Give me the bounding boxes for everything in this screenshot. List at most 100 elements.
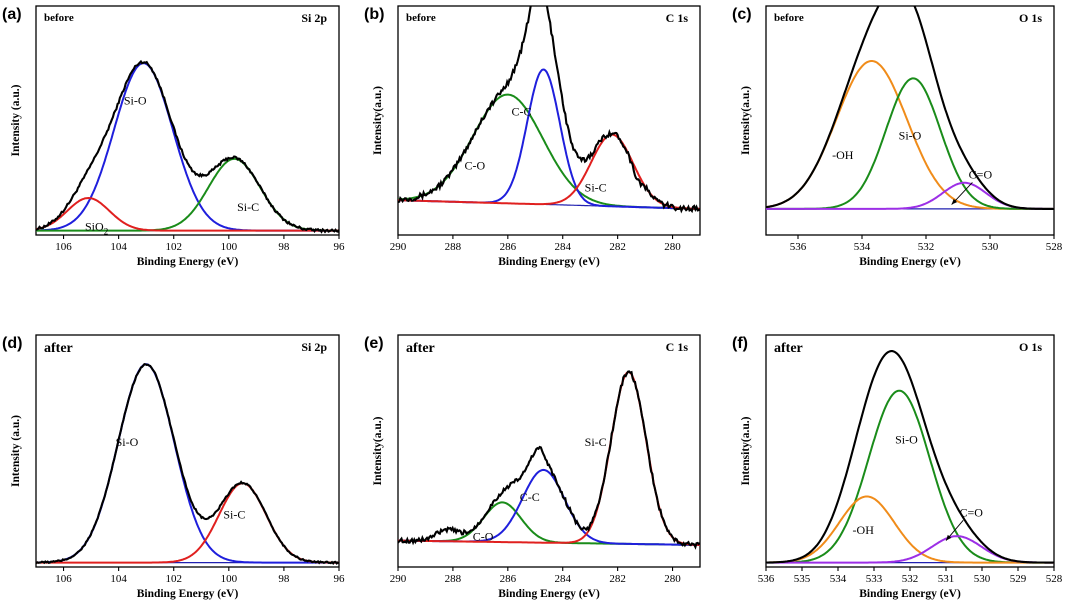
panel-label: (a): [2, 6, 22, 23]
region-label: O 1s: [1019, 340, 1042, 354]
x-tick-label: 280: [664, 573, 681, 585]
peak-label-si-c: Si-C: [585, 435, 607, 449]
peak-label-si-c: Si-C: [237, 200, 259, 214]
panel-a: 106 104 102 100 98 96 Binding Energy (eV) Inten…: [2, 5, 346, 268]
y-axis-label: Intensity(a.u.): [372, 86, 384, 155]
x-tick-label: 286: [500, 241, 517, 253]
x-tick-label: 284: [554, 573, 571, 585]
region-label: C 1s: [666, 11, 689, 25]
peak-label-text: -OH: [832, 148, 854, 162]
x-tick-label: 284: [554, 241, 571, 253]
x-tick-label: 106: [55, 241, 72, 253]
curves: [36, 59, 339, 234]
x-axis-label: Binding Energy (eV): [498, 256, 600, 268]
region-label: Si 2p: [301, 340, 327, 354]
x-tick-label: 288: [445, 573, 462, 585]
peak-label-si-o: Si-O: [895, 433, 918, 447]
peak-label-si-o: Si-O: [124, 93, 147, 107]
peak-label-text: SiO: [85, 220, 104, 234]
x-tick-label: 282: [609, 241, 626, 253]
panel-label: (f): [732, 335, 748, 352]
x-tick-label: 534: [854, 241, 871, 253]
peak-label-c-o: C-O: [465, 159, 486, 173]
peak-label-text: C=O: [969, 167, 993, 181]
x-tick-label: 288: [445, 241, 462, 253]
plot-frame: [765, 5, 1055, 236]
peak-label-si-o: Si-O: [899, 128, 922, 142]
x-tick-label: 534: [830, 573, 847, 585]
peak-label-sio2: SiO2: [85, 220, 108, 237]
x-tick-label: 528: [1046, 573, 1063, 585]
y-axis-label: Intensity(a.u.): [740, 86, 752, 155]
component-line-c-c: [398, 68, 700, 210]
x-tick-label: 533: [866, 573, 883, 585]
component-line-c-c: [398, 468, 700, 546]
peak-label-text: Si-C: [223, 508, 245, 522]
curves: [36, 363, 339, 566]
peak-label--oh: -OH: [832, 148, 854, 162]
component-line-si-c: [398, 371, 700, 546]
peak-label-text: Si-C: [585, 435, 607, 449]
x-tick-label: 535: [794, 573, 811, 585]
arrow-head-icon: [951, 198, 958, 205]
x-tick-label: 104: [110, 573, 127, 585]
condition-label: after: [44, 341, 73, 356]
peak-label-c-o: C=O: [969, 167, 993, 181]
x-tick-label: 96: [334, 241, 346, 253]
peak-label-text: C-C: [520, 490, 540, 504]
panel-label: (c): [732, 6, 752, 23]
condition-label: before: [406, 12, 436, 24]
x-tick-label: 532: [902, 573, 919, 585]
condition-label: before: [44, 12, 74, 24]
component-line-c-o: [398, 501, 700, 546]
panel-c: 536 534 532 530 528 Binding Energy (eV) Intens…: [732, 5, 1063, 268]
y-axis-label: Intensity (a.u.): [10, 84, 22, 156]
peak-label-si-c: Si-C: [223, 508, 245, 522]
panel-d: 106 104 102 100 98 96 Binding Energy (eV) Inten…: [2, 334, 346, 600]
x-tick-label: 532: [918, 241, 935, 253]
x-tick-label: 530: [974, 573, 991, 585]
x-axis-label: Binding Energy (eV): [498, 588, 600, 600]
region-label: C 1s: [666, 340, 689, 354]
x-tick-label: 96: [334, 573, 346, 585]
peak-label-text: Si-O: [124, 93, 147, 107]
x-tick-label: 536: [790, 241, 807, 253]
x-tick-label: 531: [938, 573, 955, 585]
peak-label-text: C-C: [512, 104, 532, 118]
envelope-line: [398, 6, 700, 214]
condition-label: after: [774, 341, 803, 356]
x-tick-label: 529: [1010, 573, 1027, 585]
component-line-c-o: [766, 535, 1054, 564]
x-tick-label: 282: [609, 573, 626, 585]
panel-f: 536 535 534 533 532 531 530 529 528 Binding Energ…: [732, 334, 1063, 600]
panel-b: 290 288 286 284 282 280 Binding Energy (eV) Int…: [364, 5, 701, 268]
curves: [398, 370, 700, 550]
peak-label-c-c: C-C: [512, 104, 532, 118]
peak-label-text: Si-C: [237, 200, 259, 214]
peak-label-text: C-O: [473, 530, 494, 544]
envelope-line: [766, 350, 1054, 564]
peak-label-text: -OH: [853, 523, 875, 537]
x-tick-label: 98: [278, 241, 290, 253]
x-tick-label: 280: [664, 241, 681, 253]
x-tick-label: 100: [221, 573, 238, 585]
region-label: O 1s: [1019, 11, 1042, 25]
plot-frame: [35, 334, 340, 568]
arrow-head-icon: [946, 534, 952, 541]
envelope-line: [36, 59, 339, 234]
envelope-line: [766, 6, 1054, 210]
plot-frame: [397, 5, 701, 236]
plot-frame: [397, 334, 701, 568]
peak-label-text: C=O: [959, 505, 983, 519]
component-line-si-o: [36, 363, 339, 564]
x-axis-label: Binding Energy (eV): [859, 256, 961, 268]
peak-label-c-o: C-O: [473, 530, 494, 544]
x-tick-label: 98: [278, 573, 290, 585]
peak-label-text: C-O: [465, 159, 486, 173]
curves: [766, 350, 1054, 564]
panel-label: (b): [364, 6, 384, 23]
component-line-si-o: [766, 77, 1054, 210]
x-tick-label: 536: [758, 573, 775, 585]
x-axis-label: Binding Energy (eV): [137, 588, 239, 600]
